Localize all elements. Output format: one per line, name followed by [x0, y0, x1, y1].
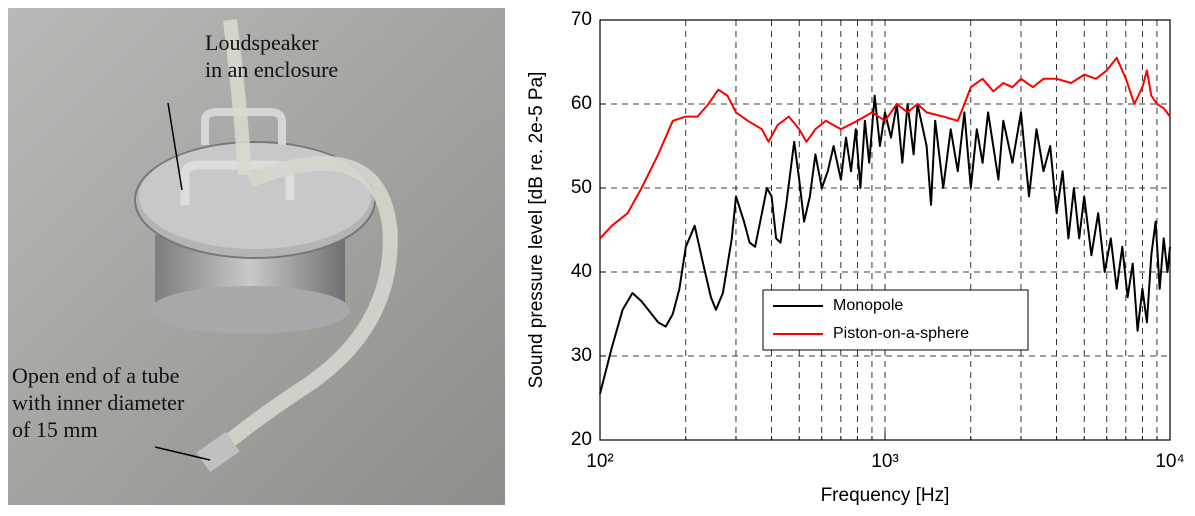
y-axis-label: Sound pressure level [dB re. 2e-5 Pa] [526, 72, 547, 389]
y-tick-label: 40 [571, 261, 592, 282]
y-tick-label: 20 [571, 429, 592, 450]
y-tick-label: 60 [571, 93, 592, 114]
photo-label: in an enclosure [205, 57, 338, 82]
photo-label: of 15 mm [12, 417, 98, 442]
x-tick-label: 10² [586, 451, 613, 472]
legend-label: Piston-on-a-sphere [833, 325, 969, 342]
legend-label: Monopole [833, 297, 903, 314]
y-tick-label: 30 [571, 345, 592, 366]
x-axis-label: Frequency [Hz] [821, 485, 950, 506]
plot-frame [599, 19, 1171, 441]
y-tick-label: 70 [571, 9, 592, 30]
series-line [599, 56, 1171, 240]
photo-label: Open end of a tube [12, 363, 179, 388]
legend-box [762, 289, 1029, 351]
x-tick-label: 10⁴ [1155, 451, 1184, 472]
photo-label: with inner diameter [12, 390, 185, 415]
x-tick-label: 10³ [871, 451, 898, 472]
series-line [599, 94, 1171, 395]
photo [8, 8, 505, 505]
y-tick-label: 50 [571, 177, 592, 198]
photo-label: Loudspeaker [205, 30, 319, 55]
